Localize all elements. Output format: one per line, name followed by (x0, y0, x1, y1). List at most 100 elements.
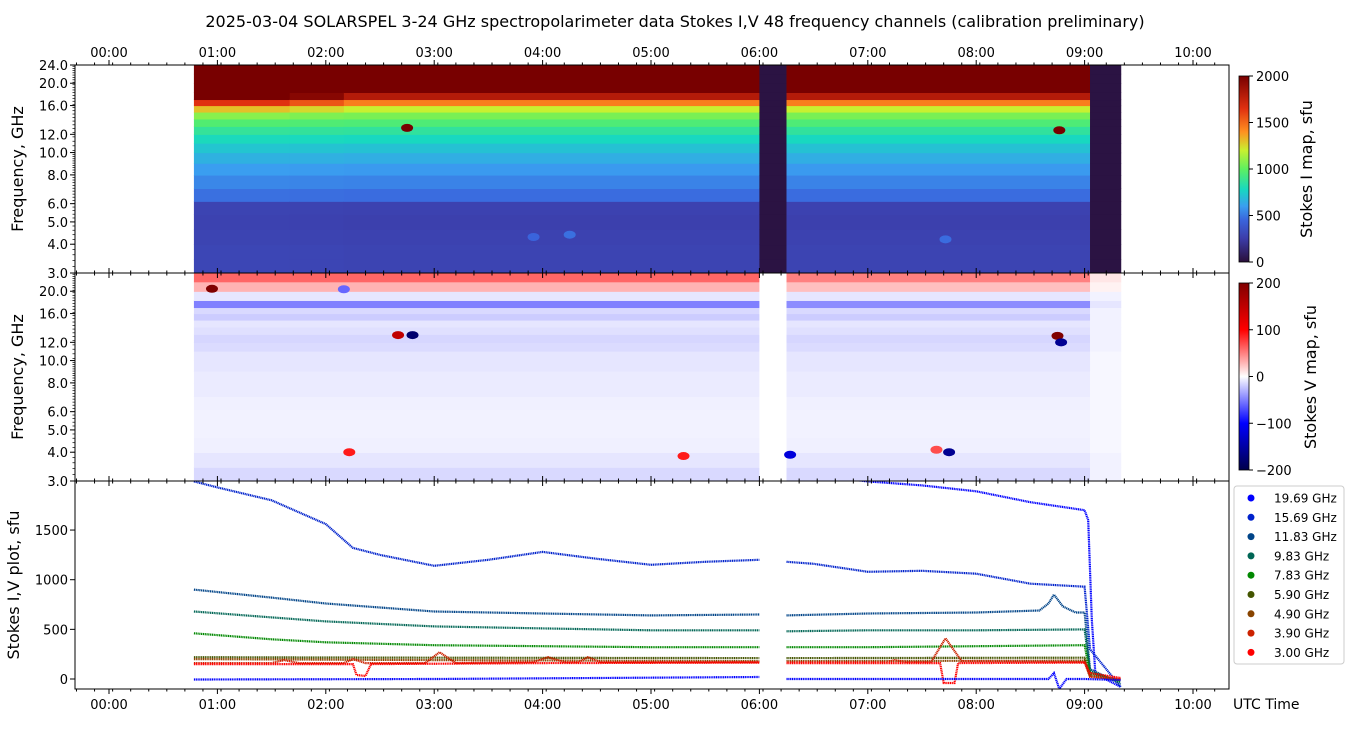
heatmap-cell (786, 351, 1091, 362)
legend-marker (1247, 513, 1255, 521)
time-tick-label-top: 03:00 (415, 46, 452, 61)
freq-tick-label: 16.0 (39, 308, 68, 323)
heatmap-cell (289, 112, 345, 120)
time-tick-label-bottom: 05:00 (632, 698, 669, 713)
heatmap-feature (1053, 126, 1066, 135)
heatmap-cell (289, 73, 345, 84)
stokes_v_map (193, 273, 1122, 481)
heatmap-cell (759, 360, 787, 372)
series-line-11-83-GHz (193, 588, 1122, 685)
heatmap-cell (193, 134, 291, 144)
heatmap-feature (784, 450, 797, 459)
heatmap-cell (1090, 300, 1122, 309)
heatmap-cell (786, 92, 1091, 101)
stokes_i_map (193, 65, 1122, 273)
heatmap-cell (786, 300, 1091, 309)
time-tick-label-top: 08:00 (957, 46, 994, 61)
colorbar-tick-label: 0 (1256, 371, 1264, 386)
heatmap-cell (343, 83, 760, 93)
heatmap-cell (289, 152, 345, 164)
heatmap-cell (343, 163, 760, 176)
heatmap-cell (1090, 214, 1122, 230)
colorbar-tick-label: 1000 (1256, 163, 1289, 178)
heatmap-cell (759, 467, 787, 481)
freq-tick-label: 10.0 (39, 147, 68, 162)
stokes-i-ylabel: Frequency, GHz (8, 106, 27, 232)
heatmap-cell (289, 99, 345, 107)
heatmap-cell (786, 273, 1091, 283)
heatmap-cell (289, 105, 345, 113)
heatmap-cell (786, 163, 1091, 176)
series-line-19-69-GHz (854, 481, 1122, 688)
heatmap-cell (786, 313, 1091, 321)
time-tick-label-top: 00:00 (90, 46, 127, 61)
heatmap-cell (786, 437, 1091, 454)
colorbar-tick-label: 1500 (1256, 117, 1289, 132)
heatmap-cell (786, 259, 1091, 273)
value-tick-label: 0 (60, 673, 68, 688)
heatmap-cell (786, 143, 1091, 154)
heatmap-cell (759, 300, 787, 309)
heatmap-cell (193, 334, 760, 343)
heatmap-cell (193, 320, 760, 328)
heatmap-cell (786, 244, 1091, 260)
stokes-iv-ylabel: Stokes I,V plot, sfu (4, 511, 23, 660)
heatmap-cell (786, 342, 1091, 352)
time-tick-label-top: 10:00 (1174, 46, 1211, 61)
heatmap-cell (1090, 118, 1122, 127)
heatmap-cell (193, 351, 760, 362)
heatmap-cell (343, 188, 760, 202)
time-tick-label-bottom: 04:00 (524, 698, 561, 713)
heatmap-cell (289, 118, 345, 127)
heatmap-cell (759, 229, 787, 246)
heatmap-cell (786, 99, 1091, 107)
heatmap-cell (1090, 134, 1122, 144)
freq-tick-label: 8.0 (47, 169, 68, 184)
freq-tick-label: 8.0 (47, 377, 68, 392)
colorbar-tick-label: −200 (1256, 464, 1292, 479)
heatmap-cell (289, 259, 345, 273)
time-tick-label-bottom: 08:00 (957, 698, 994, 713)
heatmap-cell (759, 175, 787, 190)
legend-marker (1247, 648, 1255, 656)
heatmap-feature (406, 331, 419, 340)
time-tick-label-top: 06:00 (741, 46, 778, 61)
heatmap-cell (343, 118, 760, 127)
legend-marker (1247, 571, 1255, 579)
heatmap-cell (1090, 452, 1122, 468)
heatmap-feature (205, 284, 218, 293)
heatmap-cell (1090, 307, 1122, 315)
heatmap-cell (343, 65, 760, 75)
heatmap-cell (343, 259, 760, 273)
heatmap-cell (1090, 163, 1122, 176)
series-line-unlabelled (193, 670, 1121, 689)
colorbar-tick-label: 0 (1256, 256, 1264, 271)
heatmap-cell (193, 244, 291, 260)
heatmap-cell (759, 334, 787, 343)
heatmap-cell (193, 105, 291, 113)
heatmap-feature (343, 448, 356, 457)
heatmap-cell (193, 229, 291, 246)
legend: 19.69 GHz 15.69 GHz 11.83 GHz 9.83 GHz 7.83 … (1233, 485, 1345, 665)
heatmap-feature (943, 448, 956, 457)
heatmap-cell (193, 371, 760, 384)
freq-tick-label: 3.0 (47, 267, 68, 282)
time-tick-label-top: 01:00 (199, 46, 236, 61)
legend-marker (1247, 533, 1255, 541)
heatmap-cell (193, 273, 760, 283)
legend-label: 11.83 GHz (1274, 530, 1337, 544)
heatmap-cell (786, 371, 1091, 384)
heatmap-cell (343, 73, 760, 84)
heatmap-cell (289, 126, 345, 135)
heatmap-cell (759, 201, 787, 215)
legend-marker (1247, 494, 1255, 502)
heatmap-cell (289, 244, 345, 260)
heatmap-cell (759, 152, 787, 164)
legend-marker (1247, 629, 1255, 637)
heatmap-cell (289, 92, 345, 101)
heatmap-cell (1090, 65, 1122, 75)
heatmap-cell (193, 175, 291, 190)
heatmap-cell (193, 360, 760, 372)
heatmap-cell (1090, 326, 1122, 335)
